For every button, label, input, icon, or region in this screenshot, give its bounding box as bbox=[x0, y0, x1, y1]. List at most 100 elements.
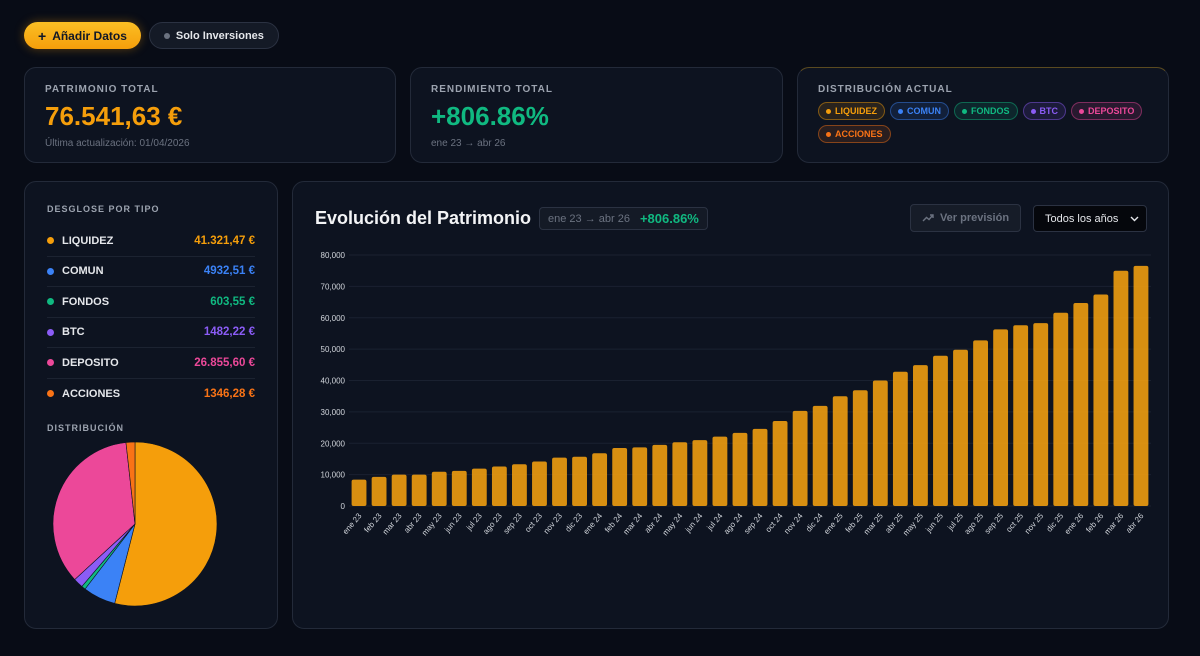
x-tick-label: mar 26 bbox=[1103, 511, 1126, 536]
breakdown-row-value: 26.855,60 € bbox=[194, 356, 255, 369]
bar-oct-24 bbox=[772, 420, 788, 506]
chip-dot-icon bbox=[962, 108, 967, 114]
bar-feb-26 bbox=[1093, 294, 1109, 506]
breakdown-row-value: 41.321,47 € bbox=[194, 234, 255, 247]
bar-jun-25 bbox=[933, 355, 948, 506]
bar-ago-23 bbox=[491, 466, 507, 506]
years-select-value: Todos los años bbox=[1045, 212, 1119, 225]
distribucion-actual-label: DISTRIBUCIÓN ACTUAL bbox=[818, 84, 953, 95]
x-tick-label: ago 25 bbox=[962, 511, 985, 536]
add-data-button[interactable]: + Añadir Datos bbox=[24, 22, 141, 49]
bar-abr-25 bbox=[892, 371, 908, 506]
category-dot-icon bbox=[47, 267, 54, 275]
bar-feb-23 bbox=[371, 476, 387, 506]
distribution-chip-btc: BTC bbox=[1022, 102, 1067, 120]
bar-feb-25 bbox=[852, 390, 868, 506]
x-tick-label: nov 25 bbox=[1023, 511, 1046, 536]
ver-prevision-button[interactable]: Ver previsión bbox=[910, 204, 1021, 232]
breakdown-row-name: COMUN bbox=[62, 265, 104, 278]
bar-ene-23 bbox=[351, 479, 367, 506]
x-tick-label: may 24 bbox=[661, 511, 685, 537]
bar-oct-23 bbox=[532, 461, 547, 506]
chip-dot-icon bbox=[1079, 108, 1085, 114]
bar-abr-24 bbox=[652, 444, 668, 506]
breakdown-list: LIQUIDEZ 41.321,47 € COMUN 4932,51 € FONDOS 6… bbox=[47, 226, 255, 409]
x-tick-label: ene 26 bbox=[1063, 511, 1086, 536]
distribution-chips: LIQUIDEZ COMUN FONDOS BTC DEPOSITO ACCIONES bbox=[818, 102, 1148, 143]
category-dot-icon bbox=[47, 359, 54, 367]
patrimonio-total-value: 76.541,63 € bbox=[45, 101, 183, 131]
category-dot-icon bbox=[47, 298, 54, 306]
distribution-chip-fondos: FONDOS bbox=[954, 102, 1018, 120]
trend-up-icon bbox=[922, 214, 934, 222]
bar-jul-24 bbox=[712, 436, 728, 506]
years-select[interactable]: Todos los años bbox=[1033, 205, 1147, 232]
breakdown-row-value: 1346,28 € bbox=[203, 387, 255, 400]
breakdown-row-acciones: ACCIONES 1346,28 € bbox=[47, 379, 255, 410]
desglose-title: DESGLOSE POR TIPO bbox=[47, 204, 160, 214]
breakdown-row-value: 603,55 € bbox=[210, 295, 255, 308]
bar-mar-24 bbox=[632, 447, 648, 506]
last-update-text: Última actualización: 01/04/2026 bbox=[45, 138, 190, 149]
bar-nov-24 bbox=[792, 410, 808, 506]
rendimiento-range-text: ene 23 → abr 26 bbox=[431, 138, 506, 149]
toolbar: + Añadir Datos Solo Inversiones bbox=[24, 22, 279, 49]
bar-may-23 bbox=[431, 471, 447, 506]
breakdown-row-deposito: DEPOSITO 26.855,60 € bbox=[47, 348, 255, 379]
bar-sep-24 bbox=[752, 428, 768, 506]
chip-label: LIQUIDEZ bbox=[835, 106, 877, 116]
y-tick-label: 40,000 bbox=[321, 377, 346, 386]
x-tick-label: sep 24 bbox=[742, 511, 765, 536]
y-tick-label: 10,000 bbox=[321, 471, 346, 480]
chip-dot-icon bbox=[826, 108, 831, 114]
chip-label: ACCIONES bbox=[835, 129, 883, 139]
patrimonio-total-card: PATRIMONIO TOTAL 76.541,63 € Última actu… bbox=[24, 67, 396, 163]
chip-label: DEPOSITO bbox=[1088, 106, 1135, 116]
chip-dot-icon bbox=[898, 108, 903, 114]
bar-ago-25 bbox=[973, 340, 988, 506]
x-tick-label: jun 25 bbox=[923, 511, 945, 535]
x-tick-label: ago 24 bbox=[722, 511, 745, 536]
evolucion-chart-card: Evolución del Patrimonio ene 23 → abr 26… bbox=[292, 181, 1169, 629]
chart-range-badge: ene 23 → abr 26 +806.86% bbox=[539, 207, 708, 230]
ver-prevision-label: Ver previsión bbox=[939, 212, 1010, 224]
breakdown-row-comun: COMUN 4932,51 € bbox=[47, 257, 255, 287]
x-tick-label: ene 25 bbox=[822, 511, 845, 536]
x-tick-label: ago 23 bbox=[481, 511, 504, 536]
solo-inversiones-toggle[interactable]: Solo Inversiones bbox=[148, 22, 279, 49]
x-tick-label: ene 23 bbox=[341, 511, 364, 536]
bar-oct-25 bbox=[1013, 325, 1029, 506]
x-tick-label: abr 26 bbox=[1124, 511, 1146, 535]
chevron-down-icon bbox=[1130, 216, 1139, 221]
breakdown-row-name: FONDOS bbox=[62, 295, 110, 308]
chart-title: Evolución del Patrimonio bbox=[315, 208, 532, 228]
chip-label: FONDOS bbox=[971, 106, 1010, 116]
category-dot-icon bbox=[47, 237, 54, 245]
chip-label: COMUN bbox=[907, 106, 941, 116]
bar-dic-25 bbox=[1053, 312, 1069, 506]
distribution-chip-liquidez: LIQUIDEZ bbox=[818, 102, 885, 120]
pie-slice-deposito bbox=[52, 442, 136, 580]
breakdown-row-name: DEPOSITO bbox=[62, 356, 119, 369]
bar-jul-23 bbox=[471, 468, 487, 506]
solo-inversiones-label: Solo Inversiones bbox=[175, 29, 264, 42]
bar-mar-25 bbox=[872, 380, 888, 506]
y-tick-label: 20,000 bbox=[321, 439, 346, 448]
bar-ene-25 bbox=[832, 396, 848, 506]
bar-jun-23 bbox=[451, 470, 467, 506]
breakdown-row-fondos: FONDOS 603,55 € bbox=[47, 287, 255, 318]
breakdown-row-left: FONDOS bbox=[47, 296, 109, 308]
distribution-chip-deposito: DEPOSITO bbox=[1071, 102, 1143, 120]
bar-may-24 bbox=[672, 442, 688, 506]
breakdown-row-value: 1482,22 € bbox=[203, 326, 255, 339]
chip-label: BTC bbox=[1039, 106, 1059, 116]
bar-abr-26 bbox=[1133, 265, 1149, 506]
patrimonio-total-label: PATRIMONIO TOTAL bbox=[45, 84, 159, 95]
chart-range-text: ene 23 → abr 26 bbox=[548, 212, 630, 225]
bar-ene-26 bbox=[1073, 303, 1089, 506]
bar-may-25 bbox=[913, 365, 928, 506]
x-tick-label: sep 25 bbox=[983, 511, 1006, 536]
bar-jul-25 bbox=[953, 349, 968, 506]
x-tick-label: may 25 bbox=[901, 511, 925, 537]
plus-icon: + bbox=[38, 27, 47, 44]
